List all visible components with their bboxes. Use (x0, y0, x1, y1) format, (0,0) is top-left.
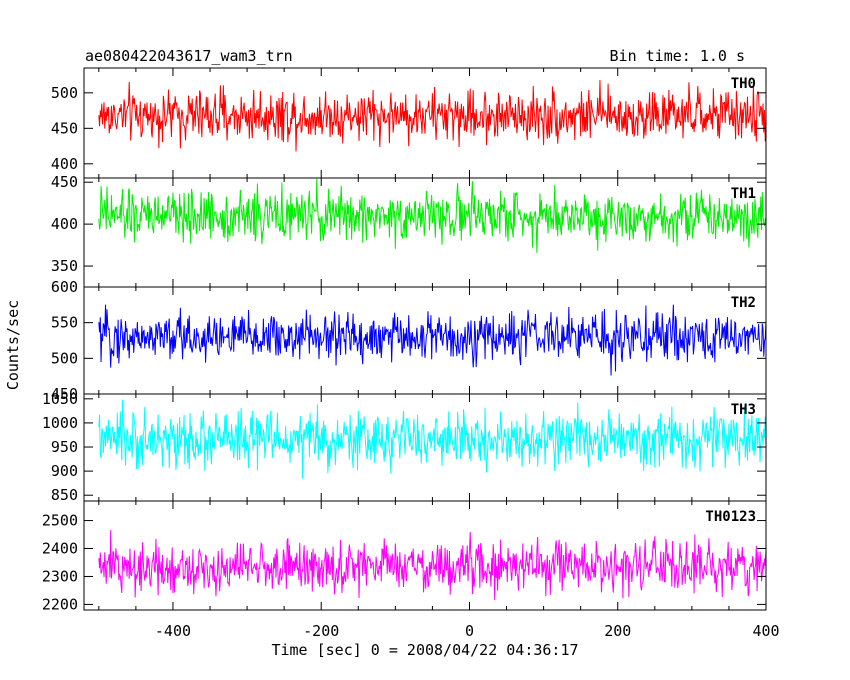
channel-label: TH3 (731, 402, 756, 418)
y-tick-label: 1050 (42, 390, 78, 408)
y-tick-label: 500 (51, 349, 78, 367)
x-tick-label: 0 (465, 622, 474, 640)
panel-th0: 400 450 500 TH0 (51, 67, 767, 179)
y-tick-label: 2400 (42, 540, 78, 558)
x-axis: -400 -200 0 200 400 (155, 622, 780, 640)
y-tick-label: 400 (51, 155, 78, 173)
y-tick-label: 500 (51, 84, 78, 102)
panel-th3: 850 900 950 1000 1050 TH3 (42, 390, 767, 504)
series-line-th3 (98, 399, 767, 479)
series-line-th0123 (98, 530, 767, 600)
y-tick-label: 850 (51, 486, 78, 504)
panel-frame (83, 500, 767, 611)
channel-label: TH1 (731, 186, 756, 202)
channel-label: TH2 (731, 295, 756, 311)
bin-time-label: Bin time: 1.0 s (610, 47, 745, 65)
y-tick-label: 950 (51, 438, 78, 456)
y-tick-label: 600 (51, 278, 78, 296)
panel-th0123: 2200 2300 2400 2500 TH0123 (42, 500, 767, 613)
series-line-th2 (98, 304, 767, 376)
series-line-th0 (98, 80, 767, 152)
x-tick-label: 400 (752, 622, 779, 640)
x-tick-label: -200 (303, 622, 339, 640)
y-tick-label: 2300 (42, 567, 78, 585)
y-tick-label: 2200 (42, 595, 78, 613)
y-tick-label: 450 (51, 385, 78, 403)
panel-th2: 450 500 550 600 TH2 (51, 278, 767, 403)
series-line-th1 (98, 178, 767, 253)
y-tick-label: 350 (51, 257, 78, 275)
y-tick-label: 450 (51, 173, 78, 191)
chart-title: ae080422043617_wam3_trn (85, 47, 293, 65)
y-tick-label: 1000 (42, 414, 78, 432)
x-tick-label: 200 (604, 622, 631, 640)
y-tick-label: 2500 (42, 512, 78, 530)
y-axis-label: Counts/sec (4, 300, 22, 390)
channel-label: TH0 (731, 76, 756, 92)
panel-frame (83, 177, 767, 288)
panel-th1: 350 400 450 TH1 (51, 173, 767, 288)
y-tick-label: 550 (51, 314, 78, 332)
y-tick-label: 400 (51, 215, 78, 233)
y-tick-label: 450 (51, 119, 78, 137)
x-axis-label: Time [sec] 0 = 2008/04/22 04:36:17 (271, 641, 578, 659)
y-tick-label: 900 (51, 462, 78, 480)
x-tick-label: -400 (155, 622, 191, 640)
channel-label: TH0123 (705, 509, 756, 525)
